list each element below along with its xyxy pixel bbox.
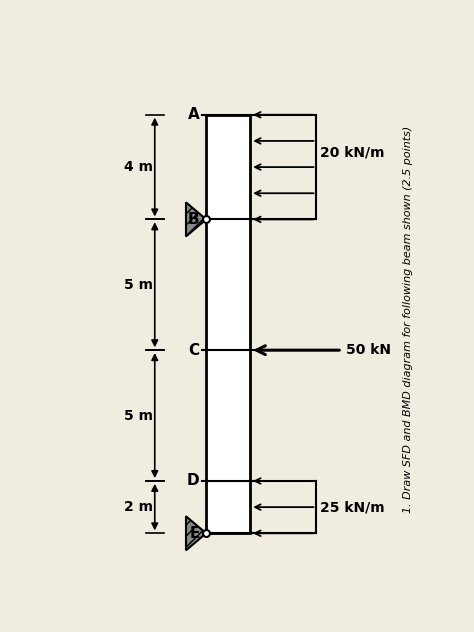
Text: D: D <box>187 473 200 489</box>
Text: A: A <box>188 107 200 122</box>
Text: 20 kN/m: 20 kN/m <box>320 145 384 159</box>
Text: 25 kN/m: 25 kN/m <box>320 500 385 514</box>
Text: 5 m: 5 m <box>124 278 153 292</box>
Text: 2 m: 2 m <box>124 500 153 514</box>
Text: E: E <box>189 526 200 541</box>
Bar <box>206 115 250 533</box>
Text: B: B <box>188 212 200 227</box>
Text: C: C <box>189 343 200 358</box>
Text: 4 m: 4 m <box>124 160 153 174</box>
Text: 5 m: 5 m <box>124 408 153 423</box>
Text: 50 kN: 50 kN <box>346 343 391 357</box>
Polygon shape <box>186 516 206 550</box>
Text: 1. Draw SFD and BMD diagram for following beam shown (2.5 points): 1. Draw SFD and BMD diagram for followin… <box>403 126 413 513</box>
Polygon shape <box>186 202 206 236</box>
